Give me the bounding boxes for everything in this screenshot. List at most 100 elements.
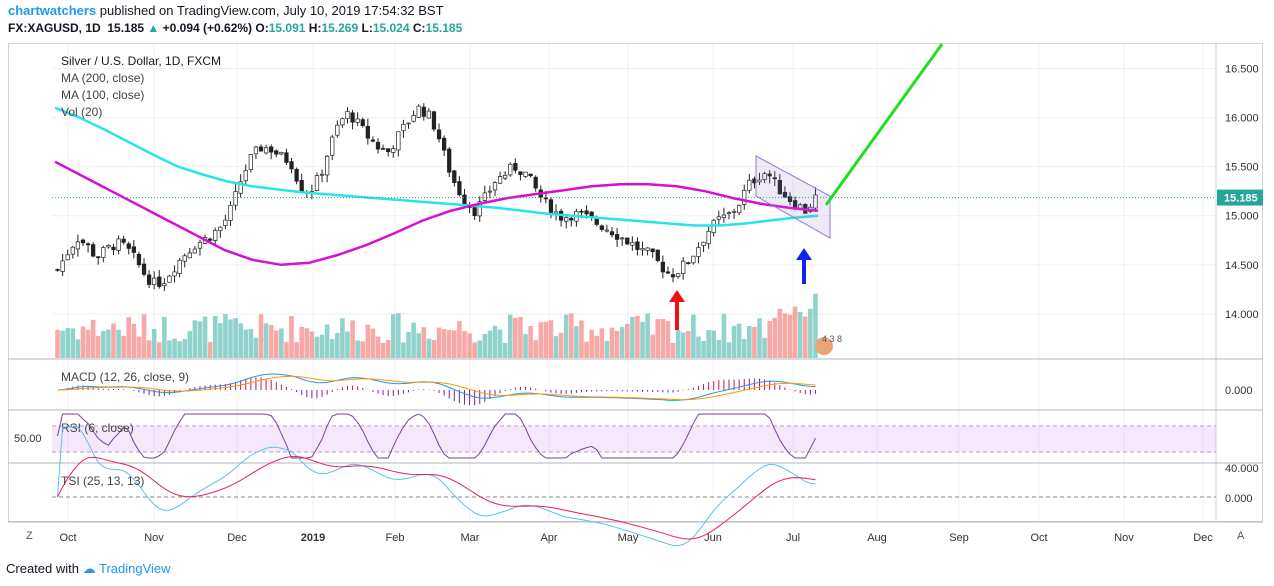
candle-body <box>396 131 401 151</box>
candle-body <box>533 176 538 189</box>
time-tick-label: Apr <box>540 532 557 544</box>
time-tick-label: Dec <box>227 532 247 544</box>
volume-bar <box>284 342 289 358</box>
volume-bar <box>233 318 238 358</box>
auto-scale-toggle[interactable]: A <box>1237 530 1245 542</box>
close-value: 15.185 <box>425 21 463 35</box>
volume-bar <box>396 313 401 358</box>
tradingview-logo-icon: ☁ <box>82 561 96 576</box>
volume-bar <box>151 328 157 358</box>
zoom-corner-left[interactable]: Z <box>26 530 33 542</box>
candle-body <box>645 247 650 251</box>
volume-bar <box>523 334 528 358</box>
price-tick-label: 15.500 <box>1225 162 1259 174</box>
up-arrow-icon: ▲ <box>147 21 160 35</box>
volume-bar <box>218 323 223 358</box>
volume-bar <box>467 333 472 358</box>
candle-body <box>182 255 187 262</box>
candle-body <box>70 246 75 255</box>
volume-bar <box>574 326 579 358</box>
candle-body <box>258 146 264 152</box>
candle-body <box>518 171 523 175</box>
time-tick-label: Sep <box>949 532 969 544</box>
candle-body <box>721 214 727 219</box>
events-badge[interactable]: 4 3 8 <box>815 334 842 355</box>
candle-body <box>421 106 426 117</box>
volume-bar <box>594 335 600 358</box>
candle-body <box>121 238 126 243</box>
volume-bar <box>660 318 666 358</box>
volume-bar <box>558 332 564 358</box>
candle-body <box>482 192 487 201</box>
candle-body <box>162 283 167 287</box>
volume-bar <box>304 328 310 358</box>
candle-body <box>599 225 604 230</box>
volume-bar <box>533 340 538 358</box>
volume-bar <box>294 342 299 358</box>
candle-body <box>441 137 447 151</box>
volume-bar <box>131 323 137 358</box>
volume-bar <box>452 330 457 358</box>
volume-bar <box>340 318 345 358</box>
candle-body <box>665 271 671 274</box>
candle-body <box>691 255 696 264</box>
candle-body <box>706 230 711 245</box>
symbol-label: FX:XAGUSD, 1D <box>8 21 101 35</box>
candle-body <box>350 112 355 123</box>
author-link[interactable]: chartwatchers <box>8 3 97 18</box>
legend-ma200: MA (200, close) <box>61 71 144 85</box>
volume-bar <box>431 339 437 358</box>
candle-body <box>614 234 620 240</box>
candle-body <box>609 231 615 236</box>
volume-bar <box>263 323 269 358</box>
volume-bar <box>741 338 747 358</box>
volume-bar <box>569 313 574 358</box>
high-value: 15.269 <box>321 21 359 35</box>
candle-body <box>528 173 533 177</box>
price-tick-label: 15.000 <box>1225 211 1259 223</box>
falling-channel <box>755 155 831 239</box>
tradingview-brand[interactable]: TradingView <box>99 561 171 576</box>
candle-body <box>553 211 559 214</box>
volume-bar <box>167 340 172 358</box>
volume-bar <box>70 328 76 358</box>
ohlc-line: FX:XAGUSD, 1D 15.185 ▲ +0.094 (+0.62%) O… <box>8 21 462 35</box>
rsi-line <box>57 413 816 459</box>
volume-bar <box>492 325 498 358</box>
volume-bar <box>416 333 421 358</box>
volume-bar <box>675 330 681 358</box>
volume-bar <box>197 321 203 358</box>
volume-bar <box>696 336 701 358</box>
candle-body <box>345 111 350 119</box>
volume-bar <box>146 340 152 358</box>
volume-bar <box>619 327 625 358</box>
volume-bar <box>691 314 696 358</box>
tsi-line <box>57 426 816 547</box>
volume-bar <box>762 337 767 358</box>
candle-body <box>686 262 691 264</box>
volume-bar <box>767 320 772 358</box>
candle-body <box>131 246 136 253</box>
candle-body <box>447 148 452 173</box>
candle-body <box>426 110 432 119</box>
tsi-legend: TSI (25, 13, 13) <box>61 474 144 488</box>
volume-bar <box>487 330 493 358</box>
volume-bar <box>136 336 142 358</box>
volume-bar <box>457 321 462 358</box>
volume-bar <box>711 330 717 358</box>
candle-body <box>681 260 686 274</box>
candle-body <box>523 171 528 177</box>
candle-body <box>767 173 772 177</box>
candle-body <box>208 238 213 241</box>
published-text: published on TradingView.com, July 10, 2… <box>99 3 444 18</box>
candle-body <box>487 190 493 193</box>
volume-bar <box>757 318 762 358</box>
volume-bar <box>772 317 778 358</box>
candle-body <box>116 238 121 251</box>
volume-bar <box>777 308 783 358</box>
volume-bar <box>747 326 752 358</box>
volume-bar <box>411 322 416 358</box>
open-label: O: <box>255 21 269 35</box>
volume-bar <box>111 323 116 358</box>
